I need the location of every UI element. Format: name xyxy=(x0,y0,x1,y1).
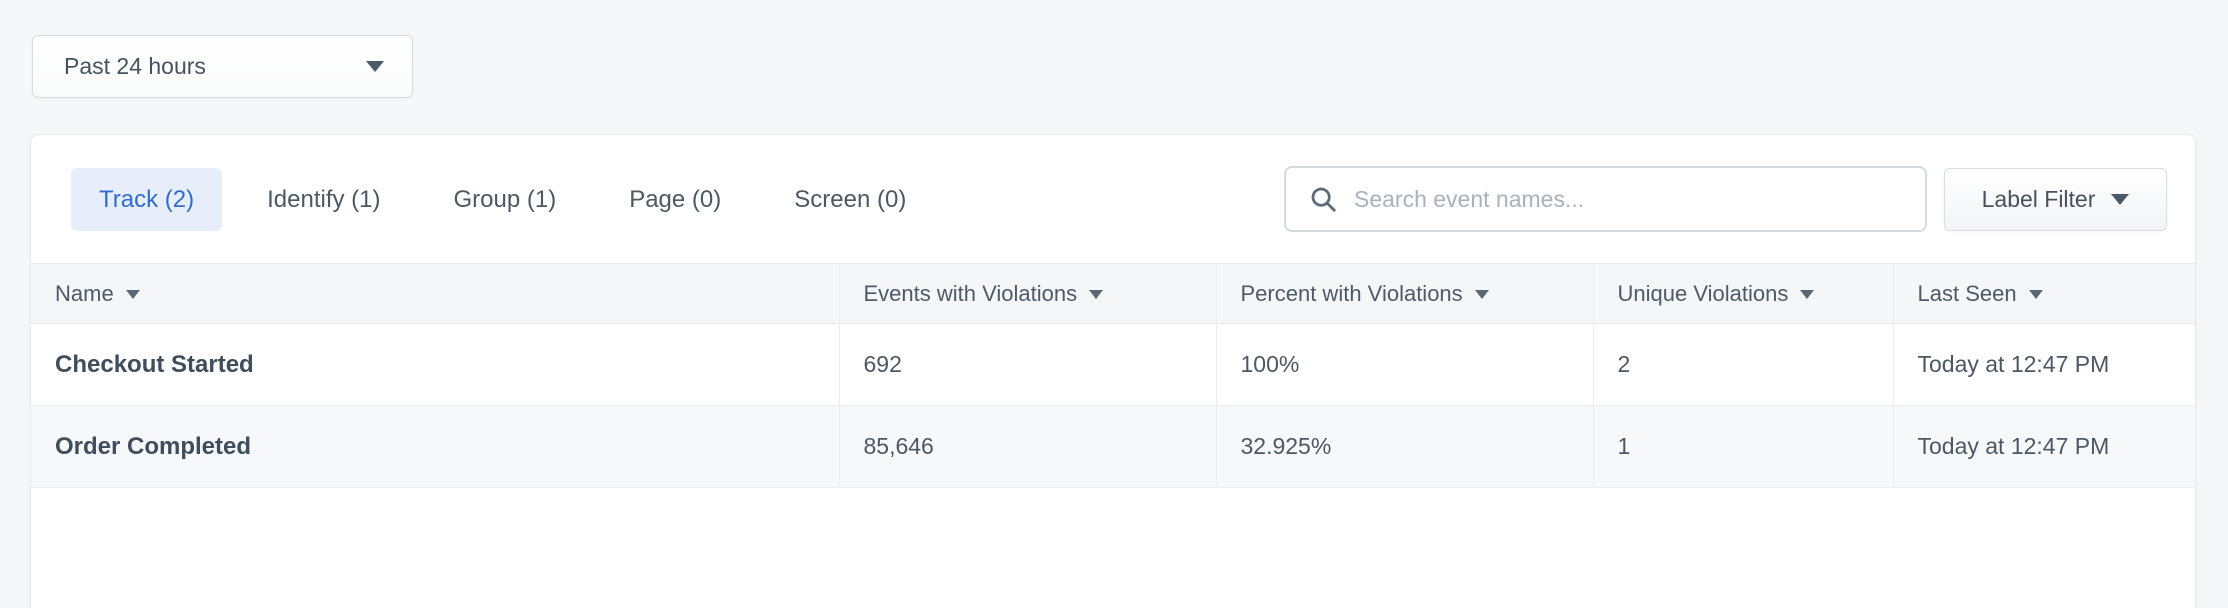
column-header-name[interactable]: Name xyxy=(31,263,839,324)
search-box[interactable] xyxy=(1284,166,1927,232)
unique-violations-value: 1 xyxy=(1592,405,1893,488)
percent-with-violations-value: 32.925% xyxy=(1215,405,1593,488)
label-filter-label: Label Filter xyxy=(1981,185,2096,212)
table-row[interactable]: Order Completed 85,646 32.925% 1 Today a… xyxy=(31,405,2195,488)
last-seen-value: Today at 12:47 PM xyxy=(1892,405,2195,488)
column-header-events-with-violations[interactable]: Events with Violations xyxy=(838,263,1216,324)
search-icon xyxy=(1311,187,1336,212)
events-with-violations-value: 85,646 xyxy=(838,405,1216,488)
column-header-last-seen[interactable]: Last Seen xyxy=(1892,263,2195,324)
tab-page[interactable]: Page (0) xyxy=(601,168,749,231)
table-header-row: Name Events with Violations Percent with… xyxy=(31,263,2195,324)
violations-table: Name Events with Violations Percent with… xyxy=(31,263,2195,488)
search-input[interactable] xyxy=(1354,185,1903,213)
event-name: Order Completed xyxy=(31,405,839,488)
table-row[interactable]: Checkout Started 692 100% 2 Today at 12:… xyxy=(31,323,2195,406)
sort-arrow-icon xyxy=(1089,289,1104,299)
violations-card: Track (2) Identify (1) Group (1) Page (0… xyxy=(30,134,2196,608)
tab-track[interactable]: Track (2) xyxy=(71,167,223,231)
event-name: Checkout Started xyxy=(31,323,839,406)
percent-with-violations-value: 100% xyxy=(1215,323,1593,406)
sort-arrow-icon xyxy=(1474,289,1489,299)
sort-arrow-icon xyxy=(125,289,140,299)
chevron-down-icon xyxy=(366,61,384,72)
time-range-dropdown[interactable]: Past 24 hours xyxy=(32,35,413,98)
sort-arrow-icon xyxy=(1800,289,1815,299)
tab-identify[interactable]: Identify (1) xyxy=(239,168,408,231)
sort-arrow-icon xyxy=(2028,289,2043,299)
unique-violations-value: 2 xyxy=(1592,323,1893,406)
tab-group[interactable]: Group (1) xyxy=(426,168,585,231)
column-header-percent-with-violations[interactable]: Percent with Violations xyxy=(1215,263,1593,324)
event-type-tabs: Track (2) Identify (1) Group (1) Page (0… xyxy=(71,167,934,231)
label-filter-button[interactable]: Label Filter xyxy=(1944,167,2167,231)
time-range-value: Past 24 hours xyxy=(64,53,206,79)
tab-screen[interactable]: Screen (0) xyxy=(766,168,934,231)
events-with-violations-value: 692 xyxy=(838,323,1216,406)
last-seen-value: Today at 12:47 PM xyxy=(1892,323,2195,406)
card-toolbar: Track (2) Identify (1) Group (1) Page (0… xyxy=(31,135,2195,263)
column-header-unique-violations[interactable]: Unique Violations xyxy=(1592,263,1893,324)
chevron-down-icon xyxy=(2111,193,2130,205)
